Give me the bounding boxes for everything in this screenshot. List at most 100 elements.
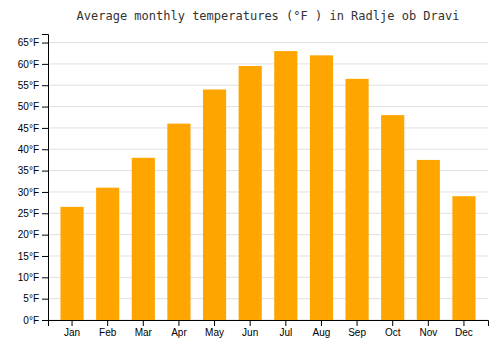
x-tick: Aug [313,320,331,338]
tick-label: Nov [419,327,437,338]
tick-label: 30°F [18,187,39,198]
plot-area: Jan Feb Mar Apr May Jun Jul Aug Sep Oct Nov Dec 0°F 5… [18,35,489,339]
tick-label: 15°F [18,251,39,262]
grid-line [48,63,488,64]
tick-label: 20°F [18,229,39,240]
bar [239,66,262,320]
tick-label: Dec [455,327,473,338]
tick-mark [42,277,48,278]
bar [96,188,119,320]
x-axis: Jan Feb Mar Apr May Jun Jul Aug Sep Oct Nov Dec [49,320,489,338]
y-tick: 40°F [18,144,48,155]
grid-line [48,106,488,107]
tick-label: 5°F [23,293,39,304]
y-tick: 30°F [18,187,48,198]
tick-mark [178,320,179,326]
tick-mark [42,192,48,193]
bar [381,115,404,320]
tick-mark [42,43,48,44]
y-tick: 10°F [18,272,48,283]
y-tick: 65°F [18,37,48,48]
bar [310,55,333,320]
bars [60,51,475,320]
y-tick: 45°F [18,123,48,134]
y-tick: 50°F [18,101,48,112]
tick-label: 60°F [18,59,39,70]
bar [417,160,440,320]
tick-label: 50°F [18,101,39,112]
tick-label: Aug [313,327,331,338]
grid-line [48,85,488,86]
tick-mark [357,320,358,326]
tick-label: Mar [135,327,153,338]
tick-mark [42,128,48,129]
x-tick: Jun [242,320,258,338]
tick-mark [42,235,48,236]
bar [203,89,226,320]
tick-label: Jun [242,327,258,338]
tick-label: May [205,327,224,338]
x-tick: Oct [385,320,401,338]
tick-label: 10°F [18,272,39,283]
tick-mark [42,213,48,214]
tick-mark [42,171,48,172]
title: Average monthly temperatures (°F ) in Ra… [77,9,460,23]
tick-mark [250,320,251,326]
bar [452,196,475,320]
y-tick: 25°F [18,208,48,219]
bar [167,124,190,320]
tick-label: Apr [171,327,187,338]
y-tick: 20°F [18,229,48,240]
tick-label: 45°F [18,123,39,134]
tick-label: Sep [348,327,366,338]
grid-line [48,149,488,150]
y-axis: 0°F 5°F 10°F 15°F 20°F 25°F 30°F 35°F 40°F 45°F 50… [18,35,49,326]
x-tick: Mar [135,320,153,338]
x-tick: Feb [99,320,117,338]
tick-label: Oct [385,327,401,338]
y-tick: 55°F [18,80,48,91]
grid-line [48,127,488,128]
tick-label: 40°F [18,144,39,155]
tick-mark [42,107,48,108]
tick-label: 55°F [18,80,39,91]
bar [60,207,83,320]
tick-mark [392,320,393,326]
chart: Average monthly temperatures (°F ) in Ra… [0,0,500,350]
x-tick: Jul [279,320,292,338]
x-tick: Sep [348,320,366,338]
tick-label: Feb [99,327,117,338]
tick-mark [42,299,48,300]
y-tick: 35°F [18,165,48,176]
y-tick: 15°F [18,251,48,262]
tick-mark [107,320,108,326]
tick-label: Jul [279,327,292,338]
y-tick: 60°F [18,59,48,70]
chart-container: Average monthly temperatures (°F ) in Ra… [0,0,500,350]
x-tick: Apr [171,320,187,338]
tick-label: 65°F [18,37,39,48]
tick-mark [428,320,429,326]
y-tick: 0°F [23,315,48,326]
y-tick: 5°F [23,293,48,304]
tick-mark [42,149,48,150]
x-tick: Nov [419,320,437,338]
tick-mark [42,64,48,65]
x-tick: Dec [455,320,473,338]
tick-mark [42,85,48,86]
tick-label: 35°F [18,165,39,176]
axis-line [42,35,49,321]
x-tick: May [205,320,224,338]
tick-mark [143,320,144,326]
tick-mark [214,320,215,326]
grid-line [48,42,488,43]
bar [345,79,368,320]
tick-label: Jan [64,327,80,338]
bar [274,51,297,320]
tick-label: 0°F [23,315,39,326]
tick-mark [42,320,48,321]
tick-label: 25°F [18,208,39,219]
bar [132,158,155,320]
tick-mark [321,320,322,326]
tick-mark [285,320,286,326]
